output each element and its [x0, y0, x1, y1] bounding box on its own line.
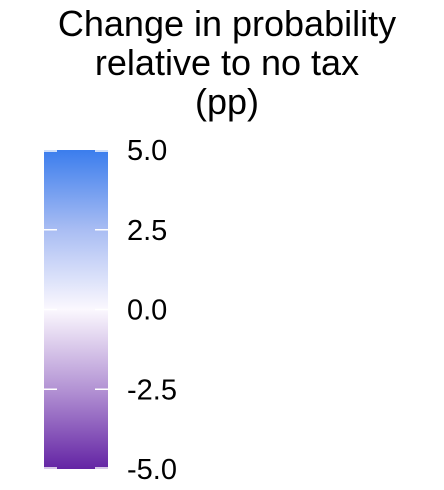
- colorbar-tick-labels: 5.0 2.5 0.0 -2.5 -5.0: [127, 135, 177, 486]
- tick-label: -5.0: [127, 454, 177, 486]
- tick-label: 5.0: [127, 135, 167, 167]
- tick-label: 0.0: [127, 295, 167, 327]
- tick-label: -2.5: [127, 374, 177, 406]
- tick-label: 2.5: [127, 215, 167, 247]
